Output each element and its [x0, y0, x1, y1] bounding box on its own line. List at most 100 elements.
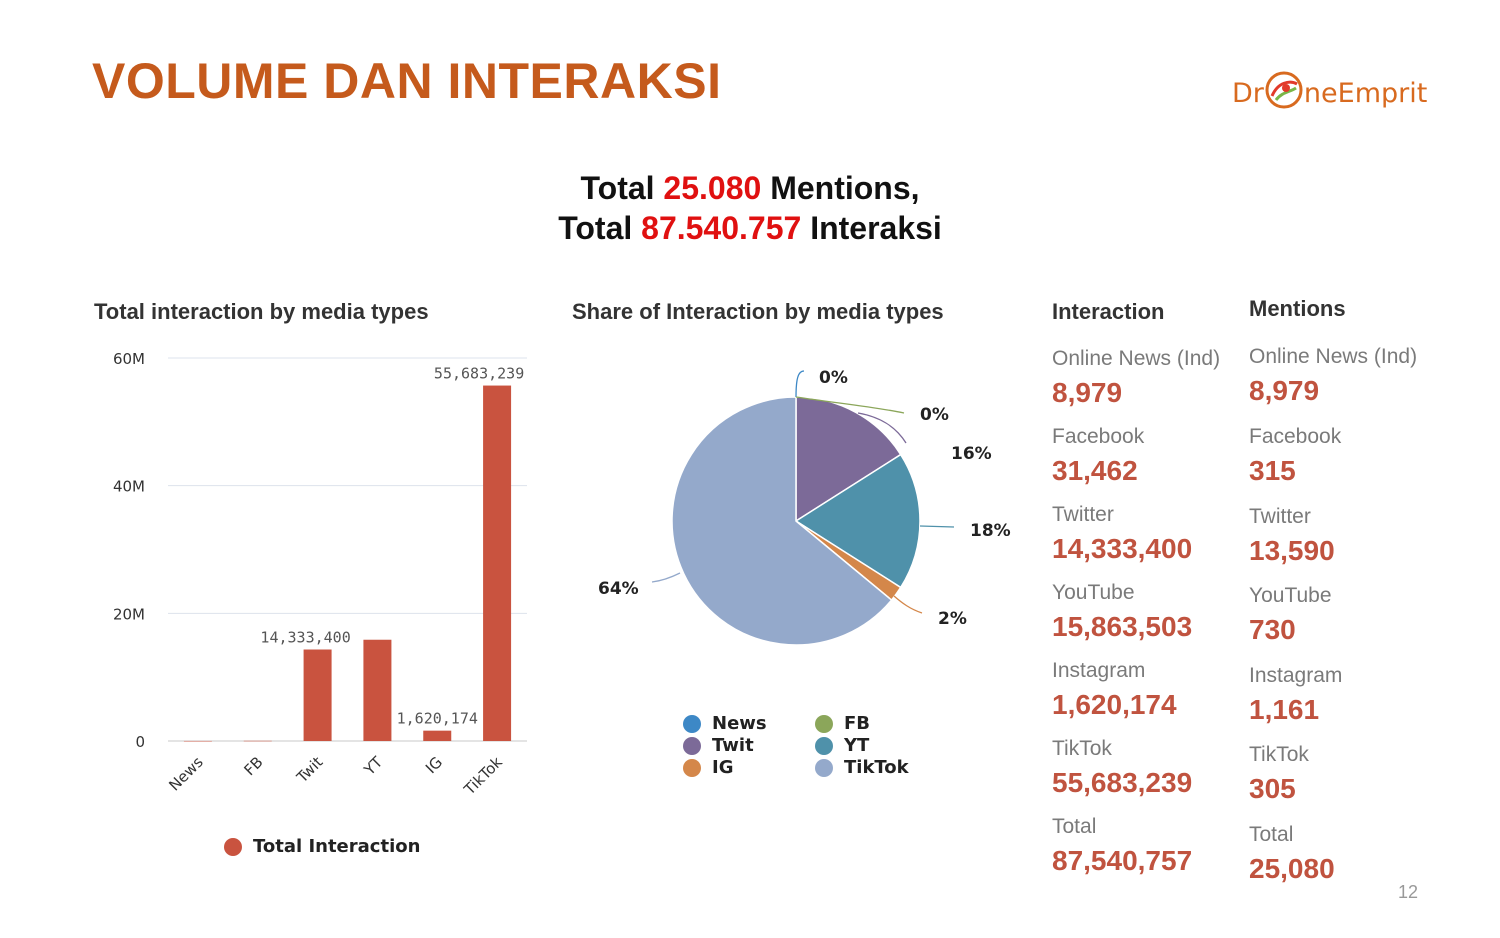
x-tick-label: News [165, 753, 207, 795]
pie-data-label: 2% [938, 609, 967, 629]
bar-yt[interactable] [363, 639, 392, 741]
x-tick-label: IG [422, 753, 446, 777]
headline-interactions-suffix: Interaksi [801, 210, 942, 246]
stat-label: YouTube [1249, 584, 1332, 607]
pie-legend-item-ig[interactable]: IG [683, 757, 733, 778]
pie-leader-line [893, 595, 923, 614]
y-tick-label: 20M [113, 605, 145, 623]
x-tick-label: FB [240, 753, 266, 779]
stat-value: 31,462 [1052, 455, 1138, 486]
pie-legend-label: Twit [712, 735, 754, 756]
headline-interactions-prefix: Total [558, 210, 642, 246]
stat-value: 315 [1249, 455, 1296, 486]
stat-label: Online News (Ind) [1052, 347, 1221, 370]
pie-legend-item-yt[interactable]: YT [815, 735, 869, 756]
stat-value: 55,683,239 [1052, 767, 1193, 798]
pie-legend-label: FB [844, 713, 871, 734]
pie-data-label: 64% [598, 579, 639, 599]
pie-data-label: 18% [970, 521, 1011, 541]
headline: Total 25.080 Mentions, Total 87.540.757 … [450, 168, 1050, 248]
pie-legend-item-fb[interactable]: FB [815, 713, 870, 734]
bar-data-label: 14,333,400 [260, 629, 350, 647]
drone-emprit-logo: Dr neEmprit [1232, 64, 1442, 124]
stat-label: Instagram [1052, 659, 1146, 682]
bar-news[interactable] [183, 740, 212, 742]
stat-label: Twitter [1249, 505, 1311, 528]
bar-ig[interactable] [423, 730, 452, 741]
interaction-column-heading: Interaction [1052, 299, 1165, 324]
pie-leader-line [857, 412, 907, 444]
pie-data-label: 16% [951, 444, 992, 464]
pie-chart: 0%0%16%18%2%64% [598, 368, 1011, 646]
stat-label: TikTok [1052, 737, 1112, 760]
stat-value: 1,620,174 [1052, 689, 1177, 720]
stat-value: 15,863,503 [1052, 611, 1193, 642]
stat-label: Online News (Ind) [1249, 345, 1418, 368]
pie-legend-item-twit[interactable]: Twit [683, 735, 754, 756]
bar-twit[interactable] [303, 649, 332, 741]
pie-legend-label: IG [712, 757, 734, 778]
pie-chart-title: Share of Interaction by media types [572, 299, 944, 324]
bar-legend-dot-icon [224, 837, 242, 856]
x-tick-label: TikTok [460, 753, 506, 799]
pie-slice-yt[interactable] [794, 453, 921, 589]
slide-title: VOLUME DAN INTERAKSI [92, 53, 722, 109]
bar-legend-label: Total Interaction [253, 836, 421, 857]
pie-slice-twit[interactable] [795, 396, 902, 523]
headline-interactions: Total 87.540.757 Interaksi [450, 208, 1050, 248]
headline-mentions-value: 25.080 [663, 170, 762, 206]
stat-value: 8,979 [1249, 375, 1320, 406]
stat-value: 8,979 [1052, 377, 1123, 408]
stat-label: Instagram [1249, 664, 1343, 687]
stat-label: Total [1052, 815, 1097, 838]
stat-value: 1,161 [1249, 694, 1320, 725]
bar-chart: 0 20M 40M 60M News FB Twit 14,333,400 YT IG 1,620,… [113, 350, 527, 799]
stat-label: TikTok [1249, 743, 1309, 766]
legend-dot-icon [815, 736, 833, 755]
logo-drone-icon [1264, 64, 1304, 124]
stat-label: Facebook [1249, 425, 1342, 448]
pie-leader-line [795, 370, 805, 398]
stat-label: Facebook [1052, 425, 1145, 448]
headline-interactions-value: 87.540.757 [641, 210, 802, 246]
stat-value: 14,333,400 [1052, 533, 1193, 564]
legend-dot-icon [683, 758, 701, 777]
legend-dot-icon [683, 736, 701, 755]
y-tick-label: 60M [113, 350, 145, 368]
headline-mentions-suffix: Mentions, [761, 170, 920, 206]
pie-data-label: 0% [920, 405, 949, 425]
logo-text-right: neEmprit [1303, 78, 1428, 109]
stat-value: 305 [1249, 773, 1296, 804]
mentions-column-heading: Mentions [1249, 296, 1346, 321]
bar-tiktok[interactable] [483, 385, 512, 741]
pie-data-label: 0% [819, 368, 848, 388]
pie-legend-label: News [712, 713, 767, 734]
bar-data-label: 1,620,174 [397, 710, 478, 728]
legend-dot-icon [815, 714, 833, 733]
legend-dot-icon [683, 714, 701, 733]
y-tick-label: 0 [135, 733, 145, 751]
stat-value: 87,540,757 [1052, 845, 1193, 876]
bar-data-label: 55,683,239 [434, 365, 524, 383]
pie-legend-item-tiktok[interactable]: TikTok [815, 757, 909, 778]
stat-label: YouTube [1052, 581, 1135, 604]
pie-slice-tiktok[interactable] [671, 396, 893, 646]
legend-dot-icon [815, 758, 833, 777]
x-tick-label: Twit [292, 753, 326, 787]
y-tick-label: 40M [113, 478, 145, 496]
bar-legend[interactable]: Total Interaction [224, 836, 420, 857]
stat-value: 25,080 [1249, 853, 1335, 884]
page-number: 12 [1398, 882, 1419, 902]
bar-fb[interactable] [243, 740, 272, 742]
logo-text-left: Dr [1232, 78, 1264, 109]
pie-leader-line [651, 572, 681, 583]
pie-legend-label: YT [844, 735, 870, 756]
pie-leader-line [919, 525, 955, 528]
stat-label: Twitter [1052, 503, 1114, 526]
stat-value: 730 [1249, 614, 1296, 645]
headline-mentions-prefix: Total [580, 170, 664, 206]
headline-mentions: Total 25.080 Mentions, [450, 168, 1050, 208]
stat-value: 13,590 [1249, 535, 1335, 566]
pie-legend-item-news[interactable]: News [683, 713, 767, 734]
bar-chart-title: Total interaction by media types [94, 299, 429, 324]
